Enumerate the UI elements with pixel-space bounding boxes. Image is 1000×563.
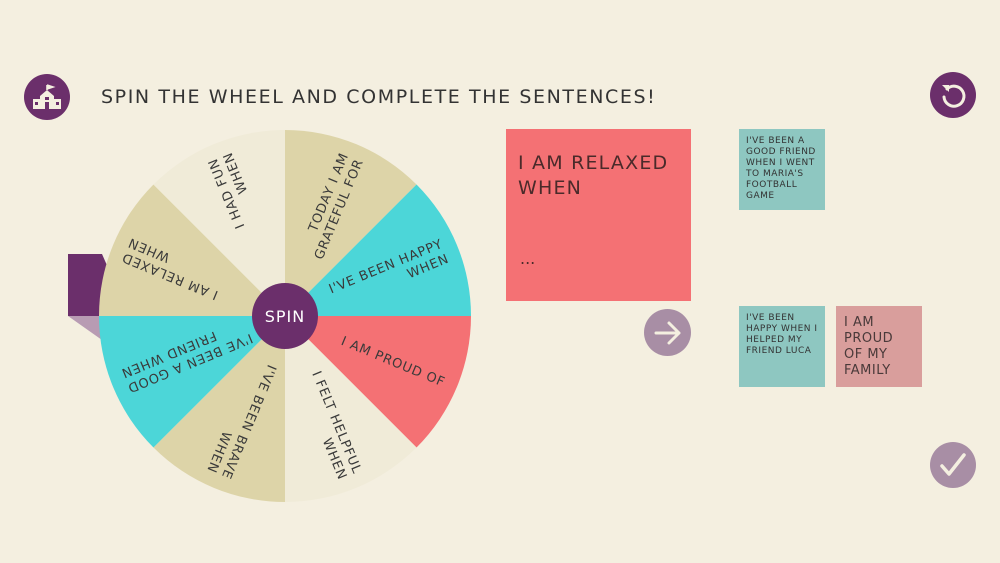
wheel-segment xyxy=(153,130,285,316)
sentence-note[interactable]: I'VE BEEN HAPPY WHEN I HELPED MY FRIEND … xyxy=(739,306,825,387)
sentence-note[interactable]: I'VE BEEN A GOOD FRIEND WHEN I WENT TO M… xyxy=(739,129,825,210)
school-icon xyxy=(33,84,61,109)
arrow-right-icon xyxy=(654,321,680,344)
prompt-ellipsis: ... xyxy=(520,249,536,268)
next-button[interactable] xyxy=(644,309,691,356)
wheel-segment xyxy=(285,316,471,448)
spin-label: SPIN xyxy=(265,307,306,326)
wheel-segment xyxy=(99,184,285,316)
page-title: SPIN THE WHEEL AND COMPLETE THE SENTENCE… xyxy=(101,86,657,108)
spin-button[interactable]: SPIN xyxy=(252,283,318,349)
wheel-pointer-shadow xyxy=(68,316,102,340)
wheel-segment xyxy=(99,316,285,448)
home-button[interactable] xyxy=(24,74,70,120)
prompt-card: I AM RELAXED WHEN ... xyxy=(506,129,691,301)
restart-icon xyxy=(942,84,966,108)
restart-button[interactable] xyxy=(930,72,976,118)
prompt-text: I AM RELAXED WHEN xyxy=(518,152,669,199)
sentence-note[interactable]: I AM PROUD OF MY FAMILY xyxy=(836,306,922,387)
done-button[interactable] xyxy=(930,442,976,488)
wheel-segment xyxy=(285,184,471,316)
checkmark-icon xyxy=(940,453,966,476)
spin-button-circle[interactable] xyxy=(252,283,318,349)
wheel-segment xyxy=(285,130,417,316)
wheel-segment xyxy=(285,316,417,502)
wheel-segment xyxy=(153,316,285,502)
